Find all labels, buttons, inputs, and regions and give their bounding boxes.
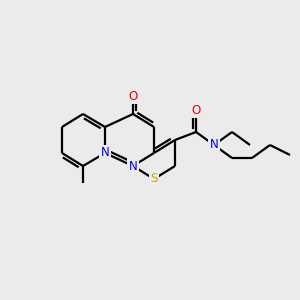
Text: N: N (210, 139, 218, 152)
Text: O: O (191, 103, 201, 116)
Text: N: N (100, 146, 109, 160)
Text: S: S (150, 172, 158, 185)
Text: N: N (129, 160, 137, 172)
Text: O: O (128, 89, 138, 103)
